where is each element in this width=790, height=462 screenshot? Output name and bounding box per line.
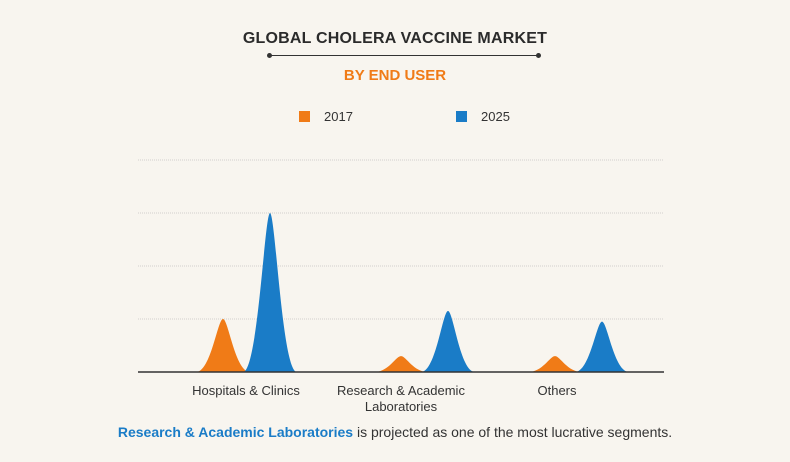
peak-2017-1 (374, 356, 428, 372)
legend-label-2017: 2017 (324, 109, 353, 124)
chart-title: GLOBAL CHOLERA VACCINE MARKET (242, 30, 548, 47)
footnote-highlight: Research & Academic Laboratories (117, 424, 354, 440)
footnote-text: is projected as one of the most lucrativ… (353, 424, 673, 440)
legend-swatch-2017 (299, 111, 310, 122)
peak-2017-2 (528, 356, 582, 372)
peak-2025-0 (243, 213, 297, 372)
legend: 2017 2025 (0, 109, 790, 125)
legend-item-2025: 2025 (456, 109, 510, 124)
category-label-1: Research & Academic Laboratories (337, 383, 465, 414)
legend-label-2025: 2025 (481, 109, 510, 124)
legend-swatch-2025 (456, 111, 467, 122)
chart-subtitle: BY END USER (343, 67, 447, 84)
peak-2025-2 (575, 321, 629, 372)
category-label-0: Hospitals & Clinics (192, 383, 300, 398)
legend-item-2017: 2017 (299, 109, 353, 124)
peak-2025-1 (421, 311, 475, 372)
footnote: Research & Academic Laboratories is proj… (0, 424, 790, 440)
category-label-2: Others (537, 383, 577, 398)
peak-2017-0 (196, 319, 250, 372)
title-divider (267, 53, 541, 58)
